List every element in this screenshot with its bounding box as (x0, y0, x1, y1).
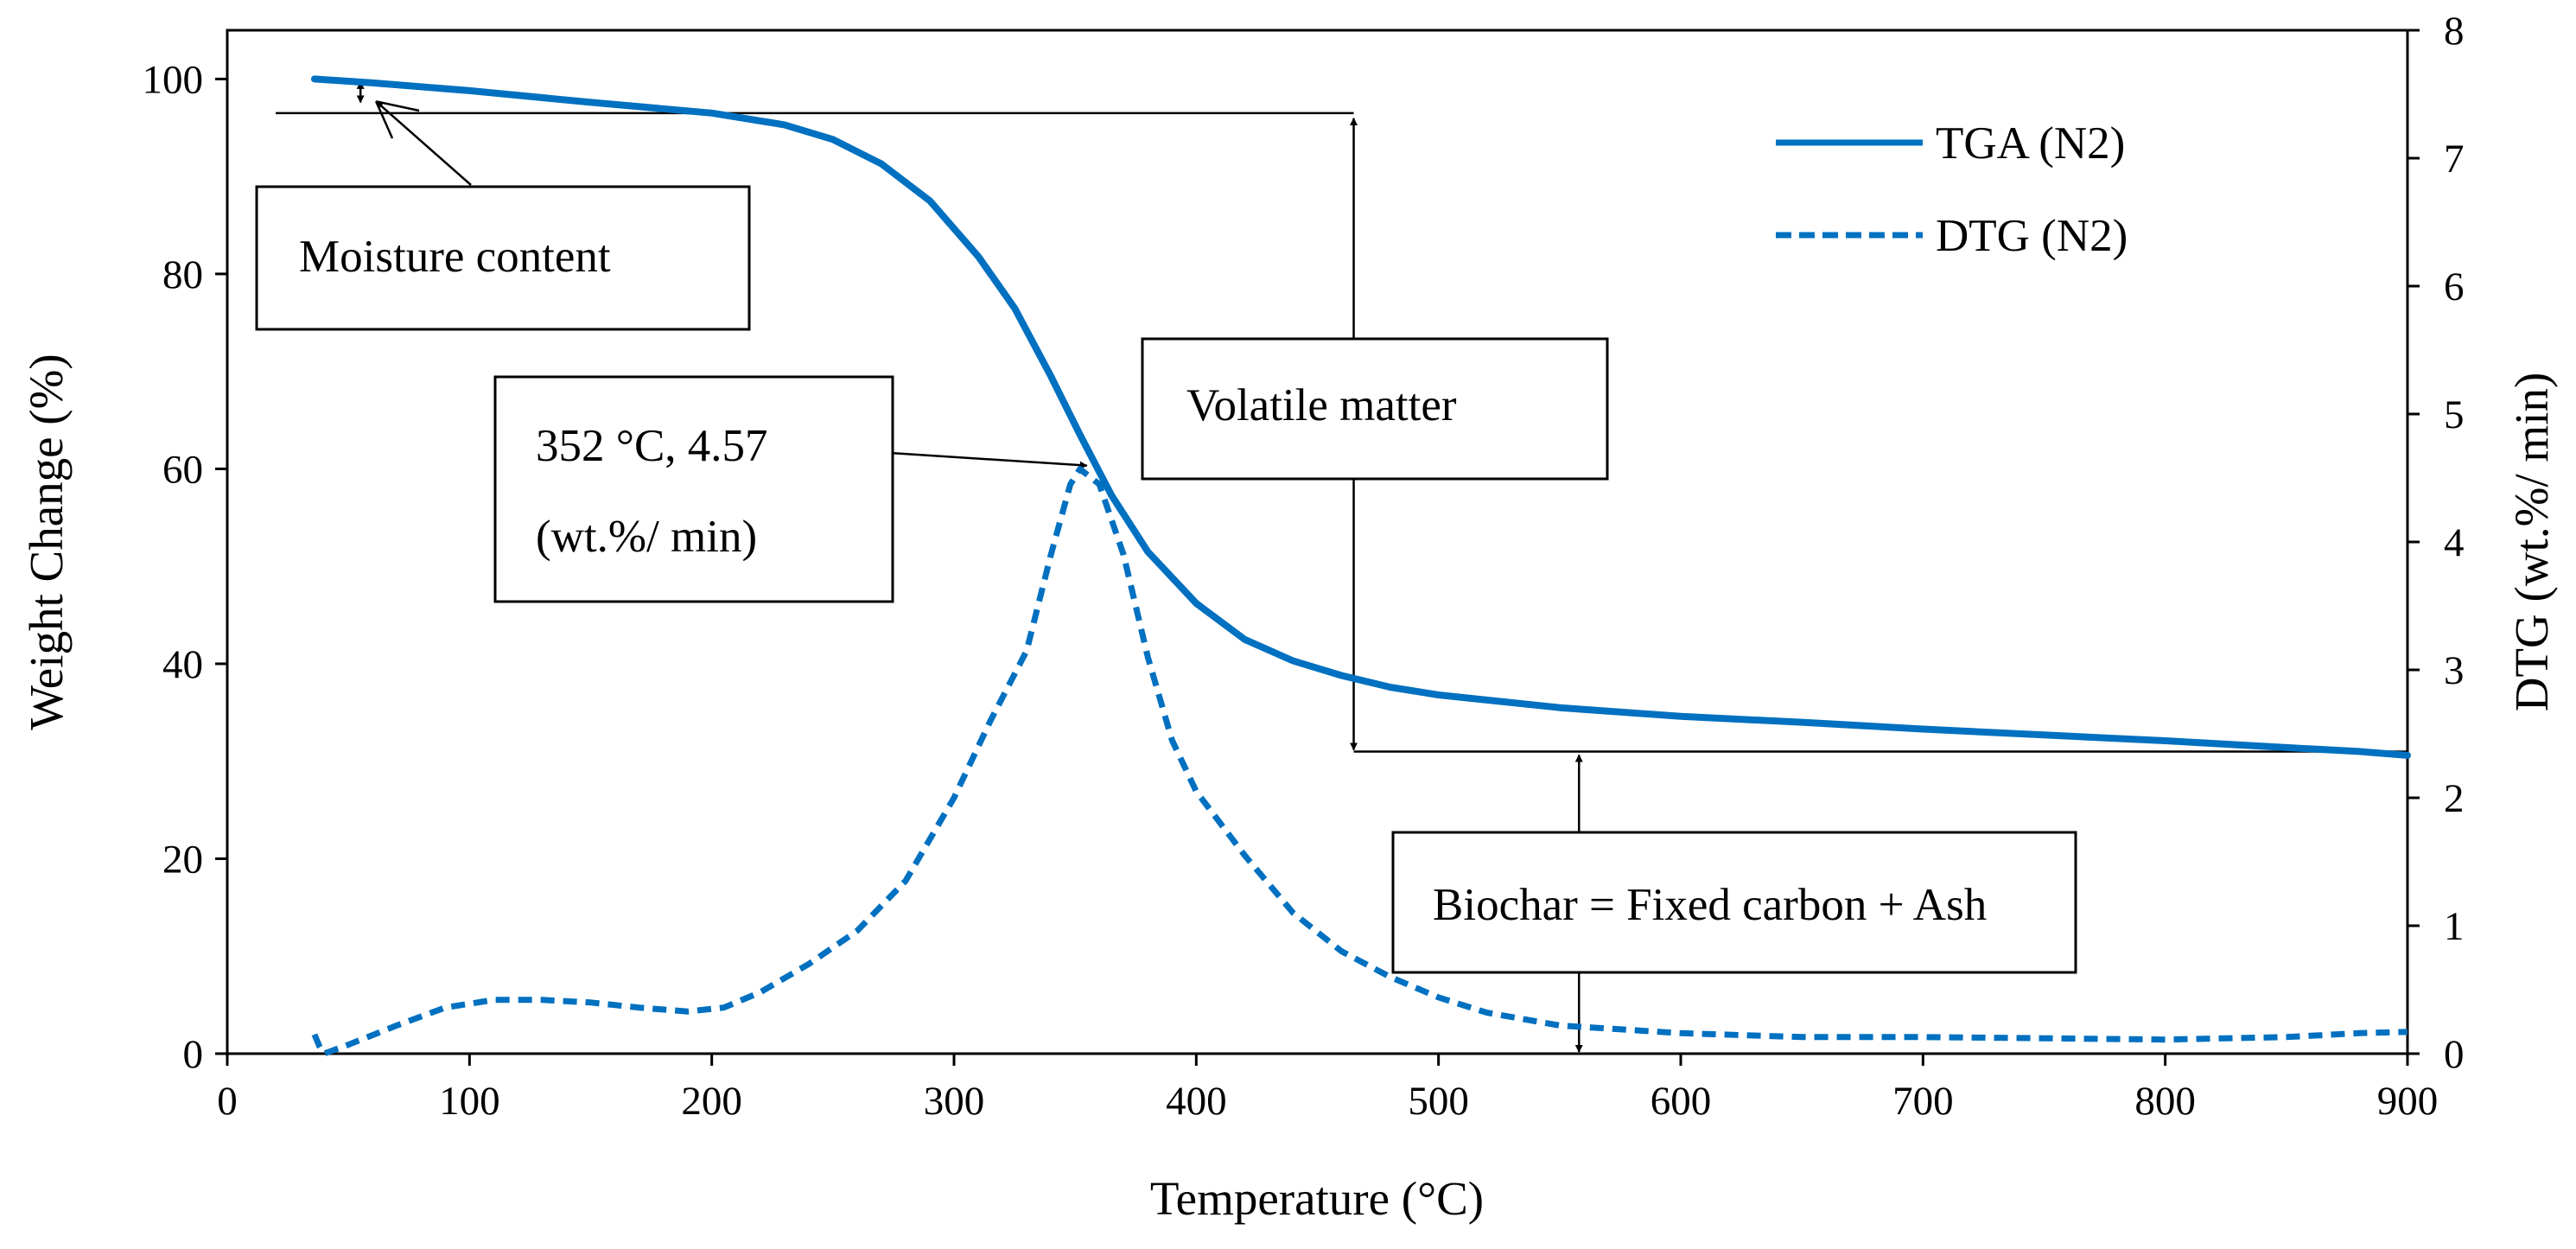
x-tick-label: 300 (924, 1079, 985, 1124)
x-tick-label: 900 (2377, 1079, 2439, 1124)
biochar-box (1391, 831, 2077, 974)
peak-box (493, 375, 894, 603)
peak-label-line1: 352 °C, 4.57 (536, 421, 768, 471)
moisture-box (255, 185, 751, 331)
left-y-tick-label: 80 (162, 252, 203, 297)
x-axis-title: Temperature (°C) (1150, 1172, 1484, 1225)
volatile-box (1141, 337, 1609, 481)
right-y-tick-label: 8 (2444, 9, 2465, 54)
left-y-axis-title: Weight Change (%) (20, 354, 73, 730)
peak-label-line2: (wt.%/ min) (536, 512, 757, 562)
left-y-tick-label: 100 (143, 57, 204, 102)
moisture-annotation: Moisture content (255, 185, 751, 331)
right-y-tick-label: 2 (2444, 776, 2465, 821)
series-group (310, 75, 2411, 1057)
right-y-tick-label: 6 (2444, 264, 2465, 309)
moisture-pointer (375, 100, 472, 186)
moisture-pointer-tick (375, 100, 394, 139)
left-y-tick-label: 40 (162, 642, 203, 687)
right-y-tick-label: 4 (2444, 520, 2465, 565)
moisture-pointer-tick2 (375, 100, 420, 112)
left-y-tick-label: 20 (162, 837, 203, 882)
peak-pointer (889, 451, 1088, 469)
right-y-tick-label: 3 (2444, 648, 2465, 693)
tga-series-line (310, 75, 2411, 759)
x-tick-label: 600 (1651, 1079, 1712, 1124)
right-y-tick-label: 5 (2444, 392, 2465, 437)
annotation-lines (276, 80, 2407, 1053)
right-y-tick-label: 7 (2444, 137, 2465, 182)
x-tick-label: 700 (1892, 1079, 1954, 1124)
moisture-label: Moisture content (299, 232, 611, 282)
biochar-annotation: Biochar = Fixed carbon + Ash (1391, 831, 2077, 974)
right-y-tick-label: 1 (2444, 904, 2465, 949)
volatile-label: Volatile matter (1186, 380, 1457, 430)
volatile-annotation: Volatile matter (1141, 337, 1609, 481)
legend: TGA (N2) DTG (N2) (1776, 118, 2128, 261)
x-tick-label: 100 (439, 1079, 500, 1124)
peak-annotation: 352 °C, 4.57 (wt.%/ min) (493, 375, 894, 603)
axis-ticks: 0 100 200 300 400 500 600 700 800 900020406080100… (143, 9, 2465, 1124)
right-y-axis-title: DTG (wt.%/ min) (2505, 373, 2558, 712)
x-tick-label: 200 (681, 1079, 742, 1124)
x-tick-label: 500 (1408, 1079, 1469, 1124)
x-tick-label: 0 (217, 1079, 238, 1124)
biochar-label: Biochar = Fixed carbon + Ash (1433, 880, 1987, 930)
legend-tga-label: TGA (N2) (1936, 118, 2125, 169)
x-tick-label: 400 (1166, 1079, 1227, 1124)
x-tick-label: 800 (2134, 1079, 2196, 1124)
left-y-tick-label: 60 (162, 447, 203, 492)
legend-dtg-label: DTG (N2) (1936, 211, 2128, 261)
left-y-tick-label: 0 (183, 1032, 204, 1077)
right-y-tick-label: 0 (2444, 1032, 2465, 1077)
